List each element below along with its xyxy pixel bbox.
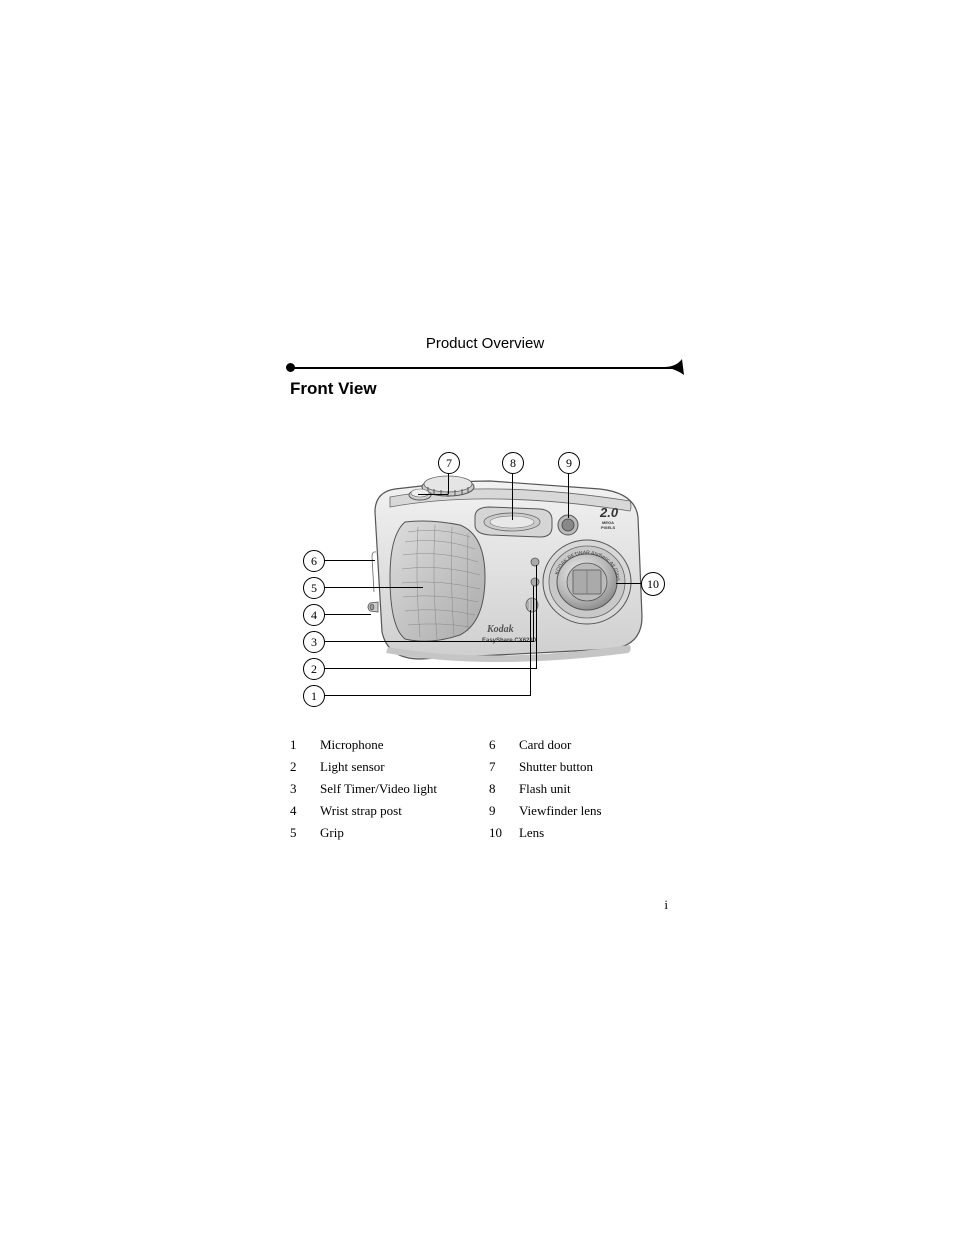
legend-label: Grip <box>320 825 344 841</box>
legend-row: 7 Shutter button <box>489 759 602 775</box>
leader-9 <box>568 472 569 518</box>
leader-2a <box>323 668 536 669</box>
legend-row: 5 Grip <box>290 825 437 841</box>
callout-9: 9 <box>558 452 580 474</box>
callout-1: 1 <box>303 685 325 707</box>
legend-num: 2 <box>290 759 304 775</box>
callout-7: 7 <box>438 452 460 474</box>
leader-10 <box>616 583 642 584</box>
legend-num: 1 <box>290 737 304 753</box>
legend-label: Microphone <box>320 737 384 753</box>
header-row: Product Overview <box>290 335 680 359</box>
leader-5 <box>323 587 423 588</box>
leader-7 <box>448 472 449 494</box>
callout-10: 10 <box>641 572 665 596</box>
leader-1a <box>323 695 530 696</box>
legend-row: 10 Lens <box>489 825 602 841</box>
legend-label: Shutter button <box>519 759 593 775</box>
legend-row: 4 Wrist strap post <box>290 803 437 819</box>
diagram: 2.0 MEGA PIXELS KODAK RETINAR Aspheric A… <box>290 407 680 687</box>
leader-4 <box>323 614 371 615</box>
leader-3b <box>533 586 534 642</box>
legend-col-right: 6 Card door 7 Shutter button 8 Flash unit 9… <box>489 737 602 841</box>
mp-label: 2.0 <box>599 505 619 520</box>
legend-num: 3 <box>290 781 304 797</box>
header-title: Product Overview <box>290 335 680 352</box>
legend-num: 8 <box>489 781 503 797</box>
legend-row: 9 Viewfinder lens <box>489 803 602 819</box>
legend-num: 5 <box>290 825 304 841</box>
header-rule <box>290 363 680 373</box>
callout-8: 8 <box>502 452 524 474</box>
legend-num: 9 <box>489 803 503 819</box>
brand-label: Kodak <box>486 624 514 635</box>
legend-row: 8 Flash unit <box>489 781 602 797</box>
page-number: i <box>664 897 668 913</box>
legend-row: 3 Self Timer/Video light <box>290 781 437 797</box>
legend-label: Card door <box>519 737 571 753</box>
rule-line <box>290 367 680 369</box>
legend-row: 6 Card door <box>489 737 602 753</box>
legend-label: Wrist strap post <box>320 803 402 819</box>
leader-7b <box>418 494 448 495</box>
callout-5: 5 <box>303 577 325 599</box>
legend: 1 Microphone 2 Light sensor 3 Self Timer/Vi… <box>290 737 680 841</box>
legend-label: Lens <box>519 825 544 841</box>
callout-4: 4 <box>303 604 325 626</box>
legend-row: 2 Light sensor <box>290 759 437 775</box>
leader-6 <box>323 560 375 561</box>
legend-label: Viewfinder lens <box>519 803 602 819</box>
callout-6: 6 <box>303 550 325 572</box>
svg-text:PIXELS: PIXELS <box>601 525 616 530</box>
legend-num: 7 <box>489 759 503 775</box>
legend-col-left: 1 Microphone 2 Light sensor 3 Self Timer/Vi… <box>290 737 437 841</box>
callout-3: 3 <box>303 631 325 653</box>
legend-label: Light sensor <box>320 759 385 775</box>
section-title: Front View <box>290 379 680 399</box>
leader-3a <box>323 641 533 642</box>
legend-num: 4 <box>290 803 304 819</box>
leader-8 <box>512 472 513 520</box>
leader-2b <box>536 565 537 669</box>
camera-illustration: 2.0 MEGA PIXELS KODAK RETINAR Aspheric A… <box>290 407 680 687</box>
legend-num: 10 <box>489 825 503 841</box>
legend-row: 1 Microphone <box>290 737 437 753</box>
legend-label: Self Timer/Video light <box>320 781 437 797</box>
legend-num: 6 <box>489 737 503 753</box>
legend-label: Flash unit <box>519 781 571 797</box>
callout-2: 2 <box>303 658 325 680</box>
rule-arrow-icon <box>664 357 686 377</box>
leader-1b <box>530 610 531 696</box>
